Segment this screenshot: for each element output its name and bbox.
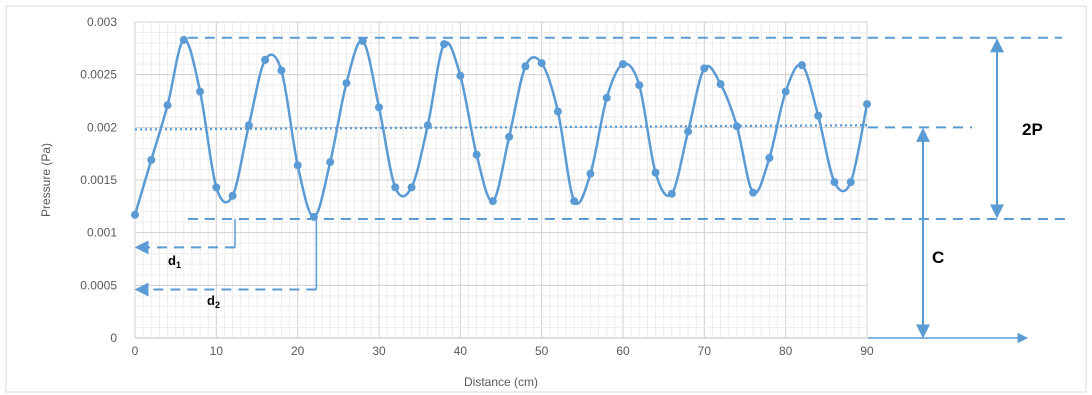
data-point	[147, 155, 156, 164]
data-point	[375, 103, 383, 112]
x-axis-title: Distance (cm)	[464, 375, 538, 389]
x-tick-label: 40	[454, 344, 468, 358]
data-point	[456, 71, 465, 80]
data-point	[131, 210, 139, 219]
data-point	[797, 61, 806, 70]
data-point	[732, 122, 741, 131]
reference-lines	[134, 36, 1068, 344]
data-point	[863, 100, 871, 109]
data-point	[619, 60, 627, 69]
data-point	[358, 36, 367, 45]
x-tick-label: 10	[210, 344, 224, 358]
x-tick-label: 80	[779, 344, 793, 358]
data-point	[651, 168, 660, 177]
y-tick-label: 0.0015	[80, 173, 117, 187]
y-tick-label: 0.002	[87, 120, 117, 134]
data-point	[749, 188, 758, 197]
data-point	[635, 81, 644, 90]
y-tick-label: 0.001	[87, 226, 117, 240]
data-point	[163, 101, 172, 110]
data-point	[781, 87, 790, 96]
data-point	[814, 111, 823, 120]
x-tick-label: 0	[132, 344, 139, 358]
two-p-label: 2P	[1022, 120, 1043, 139]
data-point	[553, 107, 562, 116]
data-series	[131, 35, 871, 221]
data-point	[423, 121, 432, 130]
y-axis-title: Pressure (Pa)	[39, 143, 53, 217]
data-point	[212, 183, 221, 192]
data-point	[765, 153, 774, 162]
data-point	[407, 183, 416, 192]
data-point	[521, 62, 530, 71]
data-point	[293, 161, 302, 170]
x-tick-label: 50	[535, 344, 549, 358]
data-point	[391, 183, 400, 192]
data-point	[342, 79, 351, 88]
data-point	[488, 197, 497, 206]
data-point	[830, 178, 839, 187]
data-point	[667, 189, 676, 198]
series-line	[133, 38, 869, 219]
data-point	[602, 93, 611, 102]
y-tick-label: 0.0025	[80, 68, 117, 82]
data-point	[440, 40, 449, 49]
d1-label: d1	[168, 253, 181, 270]
data-point	[586, 169, 595, 178]
data-point	[570, 197, 579, 206]
data-point	[505, 132, 514, 141]
data-point	[326, 158, 335, 167]
data-point	[309, 212, 318, 221]
c-label: C	[932, 248, 944, 267]
data-point	[179, 35, 188, 44]
x-tick-label: 20	[291, 344, 305, 358]
data-point	[684, 127, 693, 136]
y-tick-label: 0.003	[87, 15, 117, 29]
data-point	[196, 87, 205, 96]
data-point	[846, 178, 855, 187]
axes: 0 10 20 30 40 50 60 70 80 90 0 0.0005 0.001 0.0015 0.0…	[80, 15, 874, 358]
data-point	[277, 66, 286, 75]
data-point	[244, 121, 253, 130]
x-tick-label: 70	[698, 344, 712, 358]
x-tick-label: 60	[616, 344, 630, 358]
y-tick-label: 0	[110, 331, 117, 345]
data-point	[716, 80, 725, 89]
data-point	[700, 64, 709, 73]
y-tick-label: 0.0005	[80, 278, 117, 292]
data-point	[261, 55, 270, 64]
data-point	[472, 150, 481, 159]
x-tick-label: 30	[372, 344, 386, 358]
d2-label: d2	[207, 293, 220, 310]
x-tick-label: 90	[860, 344, 874, 358]
mean-trend-line	[134, 124, 868, 131]
data-point	[537, 59, 546, 68]
data-point	[228, 191, 237, 200]
